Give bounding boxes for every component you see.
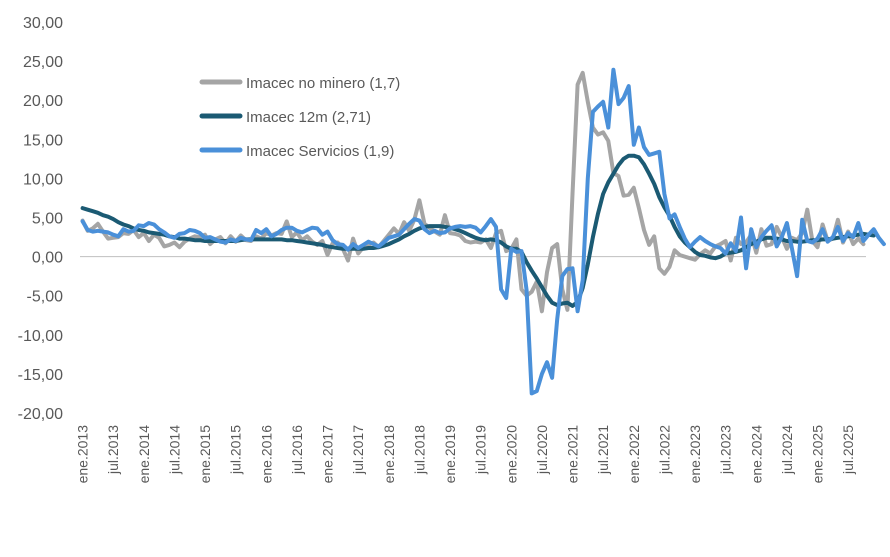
x-tick-label: ene.2017 (320, 425, 336, 484)
x-tick-label: ene.2025 (810, 425, 826, 484)
x-tick-label: jul.2022 (656, 425, 672, 475)
x-tick-label: ene.2016 (258, 425, 274, 484)
x-tick-label: jul.2016 (289, 425, 305, 475)
y-tick-label: 15,00 (23, 132, 63, 149)
x-tick-label: ene.2019 (442, 425, 458, 484)
x-tick-label: jul.2019 (473, 425, 489, 475)
legend-label-imacec-servicios: Imacec Servicios (1,9) (246, 143, 394, 160)
y-axis: 30,00 25,00 20,00 15,00 10,00 5,00 0,00 -5,00 -1… (18, 15, 63, 423)
x-tick-label: jul.2014 (166, 425, 182, 475)
y-tick-label: 30,00 (23, 15, 63, 32)
x-tick-label: ene.2018 (381, 425, 397, 484)
x-tick-label: jul.2015 (228, 425, 244, 475)
legend-entry-imacec-no-minero: Imacec no minero (1,7) (199, 75, 400, 92)
legend-label-imacec-no-minero: Imacec no minero (1,7) (246, 75, 400, 92)
y-tick-label: -10,00 (18, 328, 63, 345)
x-tick-label: jul.2025 (840, 425, 856, 475)
x-tick-label: ene.2023 (687, 425, 703, 484)
y-tick-label: 0,00 (32, 250, 63, 267)
legend: Imacec no minero (1,7) Imacec 12m (2,71)… (199, 75, 400, 160)
y-tick-label: -15,00 (18, 367, 63, 384)
x-tick-label: jul.2023 (718, 425, 734, 475)
series-line-imacec-no-minero (80, 70, 866, 314)
y-tick-label: 25,00 (23, 54, 63, 71)
x-tick-label: jul.2024 (779, 425, 795, 475)
y-tick-label: 5,00 (32, 211, 63, 228)
legend-entry-imacec-12m: Imacec 12m (2,71) (199, 109, 371, 126)
x-tick-label: ene.2024 (748, 425, 764, 484)
y-tick-label: -5,00 (27, 289, 64, 306)
y-tick-label: 10,00 (23, 171, 63, 188)
x-tick-label: ene.2020 (503, 425, 519, 484)
x-tick-label: ene.2014 (136, 425, 152, 484)
series-line-imacec-servicios (80, 67, 886, 396)
x-tick-label: jul.2021 (595, 425, 611, 475)
x-tick-label: jul.2018 (411, 425, 427, 475)
y-tick-label: 20,00 (23, 93, 63, 110)
x-tick-label: ene.2021 (565, 425, 581, 484)
x-tick-label: jul.2013 (105, 425, 121, 475)
x-tick-label: jul.2020 (534, 425, 550, 475)
series-group (80, 67, 886, 396)
legend-label-imacec-12m: Imacec 12m (2,71) (246, 109, 371, 126)
x-tick-label: ene.2013 (75, 425, 91, 484)
x-axis: ene.2013 jul.2013 ene.2014 jul.2014 ene.2015… (75, 425, 857, 484)
x-tick-label: ene.2015 (197, 425, 213, 484)
legend-entry-imacec-servicios: Imacec Servicios (1,9) (199, 143, 394, 160)
x-tick-label: jul.2017 (350, 425, 366, 475)
y-tick-label: -20,00 (18, 406, 63, 423)
x-tick-label: ene.2022 (626, 425, 642, 484)
